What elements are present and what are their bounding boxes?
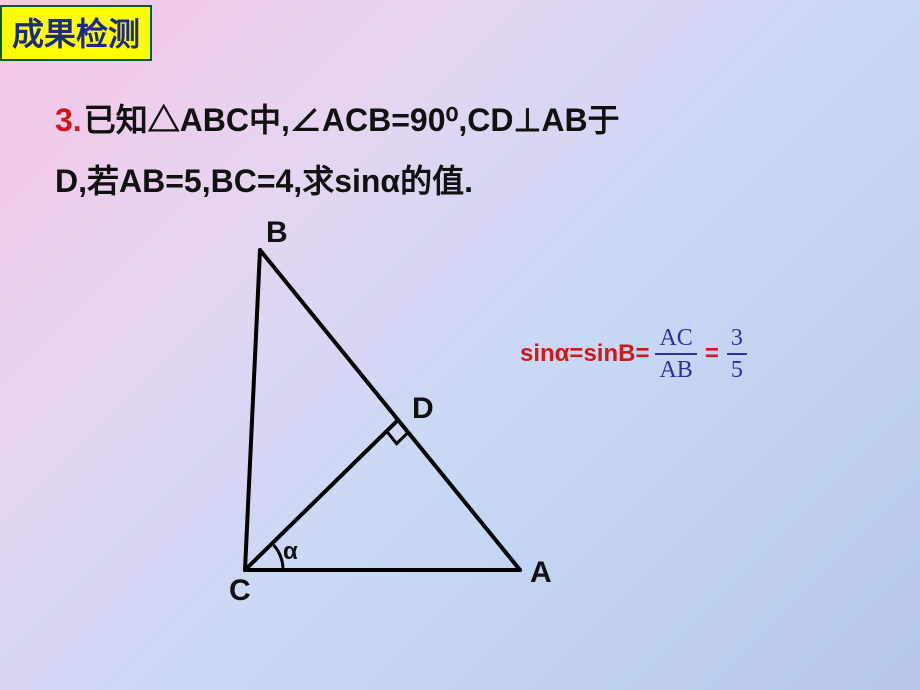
frac1-numerator: AC — [655, 325, 696, 355]
vertex-label-a: A — [530, 556, 552, 590]
frac2-numerator: 3 — [727, 325, 747, 355]
frac2-denominator: 5 — [727, 355, 747, 383]
fraction-ac-ab: AC AB — [655, 325, 696, 384]
triangle-diagram: B C A D α — [200, 230, 540, 610]
problem-number: 3. — [55, 102, 82, 138]
solution-lhs: sinα=sinB= — [520, 340, 649, 368]
angle-alpha-label: α — [283, 538, 298, 566]
frac1-denominator: AB — [655, 355, 696, 383]
problem-line1: 已知△ABC中,∠ACB=90⁰,CD⊥AB于 — [84, 102, 620, 138]
fraction-3-5: 3 5 — [727, 325, 747, 384]
vertex-label-d: D — [412, 392, 434, 426]
solution-equation: sinα=sinB= AC AB = 3 5 — [520, 325, 753, 384]
problem-statement: 3.已知△ABC中,∠ACB=90⁰,CD⊥AB于 D,若AB=5,BC=4,求… — [55, 90, 880, 212]
section-badge: 成果检测 — [0, 5, 152, 61]
vertex-label-c: C — [229, 574, 251, 608]
problem-line2: D,若AB=5,BC=4,求sinα的值. — [55, 163, 473, 199]
equals-sign: = — [705, 340, 719, 368]
vertex-label-b: B — [266, 216, 288, 250]
triangle-svg — [200, 230, 540, 610]
badge-text: 成果检测 — [12, 16, 140, 52]
